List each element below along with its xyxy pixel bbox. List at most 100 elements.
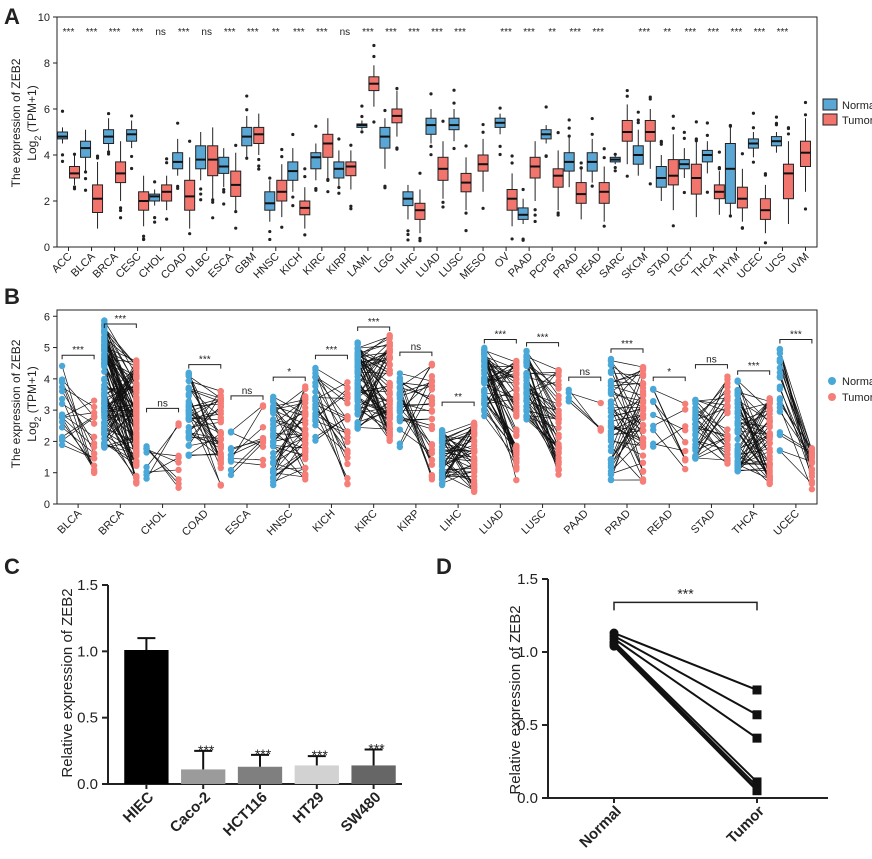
tumor-point bbox=[555, 367, 562, 375]
normal-point bbox=[58, 424, 66, 431]
tumor-point bbox=[724, 373, 731, 380]
tumor-point bbox=[217, 429, 224, 437]
normal-point bbox=[58, 388, 66, 395]
outlier-point bbox=[774, 115, 779, 119]
significance-bracket bbox=[694, 364, 728, 369]
outlier-point bbox=[418, 171, 422, 175]
pair-line bbox=[610, 408, 644, 444]
outlier-point bbox=[130, 154, 134, 159]
normal-point bbox=[185, 377, 192, 385]
normal-point bbox=[607, 460, 615, 467]
outlier-point bbox=[452, 88, 456, 92]
pair-line bbox=[188, 375, 221, 399]
pair-line bbox=[399, 407, 433, 445]
tumor-point bbox=[133, 440, 140, 448]
tumor-point bbox=[344, 395, 351, 402]
bar-caco-2 bbox=[181, 769, 226, 784]
pair-line bbox=[104, 338, 137, 398]
outlier-point bbox=[429, 153, 433, 157]
outlier-point bbox=[395, 86, 399, 91]
pair-line bbox=[61, 417, 95, 448]
pair-line bbox=[230, 461, 264, 466]
tumor-point bbox=[133, 479, 140, 487]
box-tumor bbox=[161, 184, 173, 202]
tumor-point bbox=[555, 400, 562, 408]
pair-line bbox=[484, 353, 517, 407]
pair-line bbox=[737, 413, 770, 426]
pair-line bbox=[484, 356, 517, 370]
tumor-point bbox=[470, 448, 478, 455]
pair-line bbox=[526, 391, 559, 405]
outlier-point bbox=[613, 165, 617, 170]
tumor-point bbox=[217, 436, 224, 443]
normal-point bbox=[776, 369, 784, 376]
panel-label-d: D bbox=[436, 554, 452, 579]
pair-line bbox=[610, 369, 644, 384]
tumor-point bbox=[217, 397, 224, 404]
pair-line bbox=[484, 361, 517, 405]
tumor-point bbox=[639, 468, 647, 475]
pair-line bbox=[610, 417, 644, 437]
tumor-point bbox=[175, 454, 182, 461]
pair-line bbox=[315, 382, 348, 485]
pair-line bbox=[357, 400, 390, 429]
normal-point bbox=[312, 397, 319, 405]
outlier-point bbox=[717, 150, 721, 154]
pair-line bbox=[272, 408, 306, 444]
outlier-point bbox=[383, 108, 387, 113]
tumor-point bbox=[639, 452, 647, 459]
normal-point bbox=[776, 408, 784, 415]
outlier-point bbox=[83, 188, 88, 192]
normal-point bbox=[312, 366, 319, 374]
tumor-point bbox=[470, 457, 478, 465]
outlier-point bbox=[533, 208, 537, 212]
legend-tumor-label: Tumor bbox=[842, 115, 872, 127]
pair-line bbox=[568, 397, 602, 429]
pair-line bbox=[230, 440, 264, 449]
tumor-point bbox=[302, 470, 309, 478]
pair-line bbox=[61, 427, 95, 454]
significance-bracket bbox=[526, 342, 560, 347]
outlier-point bbox=[257, 164, 261, 168]
pair-line bbox=[104, 320, 137, 376]
x-tick-label: THCA bbox=[730, 507, 760, 537]
outlier-point bbox=[372, 43, 376, 48]
tumor-point bbox=[682, 438, 689, 446]
outlier-point bbox=[671, 114, 675, 118]
pair-line bbox=[272, 388, 306, 479]
tumor-point bbox=[302, 433, 309, 441]
significance-label: ns bbox=[579, 367, 590, 378]
outlier-point bbox=[222, 202, 226, 206]
pair-line bbox=[610, 430, 644, 436]
pair-line bbox=[104, 444, 137, 455]
normal-point bbox=[58, 362, 66, 370]
normal-point bbox=[227, 458, 235, 465]
significance-bracket bbox=[357, 326, 391, 332]
tumor-point bbox=[513, 455, 520, 462]
significance-label: ns bbox=[201, 27, 212, 38]
pair-line bbox=[104, 336, 137, 425]
normal-point bbox=[270, 454, 277, 461]
y-tick-label: 8 bbox=[44, 58, 50, 70]
normal-point bbox=[481, 378, 488, 385]
pair-line bbox=[484, 415, 517, 460]
pair-line bbox=[779, 388, 813, 463]
tumor-point bbox=[302, 412, 309, 420]
pair-line bbox=[188, 395, 222, 469]
pair-line bbox=[104, 344, 137, 437]
pair-line bbox=[357, 342, 390, 419]
pair-line bbox=[104, 325, 137, 386]
normal-point bbox=[523, 374, 530, 381]
outlier-point bbox=[803, 207, 808, 211]
outlier-point bbox=[786, 126, 791, 130]
pair-line bbox=[441, 433, 475, 480]
pair-line bbox=[357, 351, 390, 358]
normal-point bbox=[650, 397, 657, 405]
outlier-point bbox=[602, 147, 606, 151]
legend-b-normal-dot bbox=[828, 377, 836, 385]
panel-b-frame bbox=[56, 309, 818, 505]
tumor-point bbox=[217, 464, 224, 472]
normal-point bbox=[396, 374, 404, 382]
significance-bracket bbox=[399, 351, 433, 357]
pair-line bbox=[315, 408, 348, 443]
